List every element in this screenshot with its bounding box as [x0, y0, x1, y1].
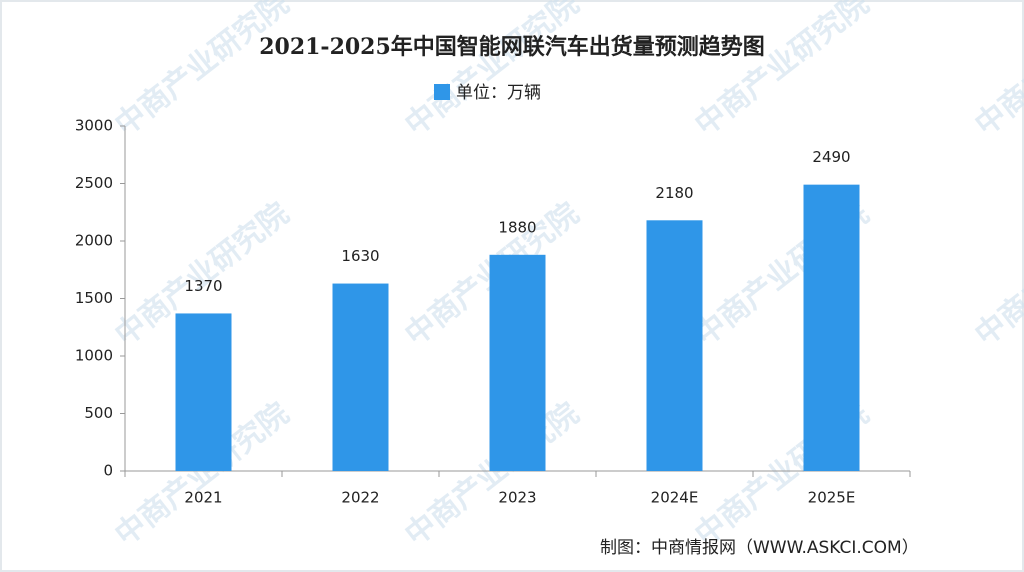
data-label: 2180	[655, 184, 693, 202]
bar	[489, 254, 546, 471]
x-tick-label: 2024E	[651, 489, 699, 507]
y-tick-label: 2500	[75, 174, 113, 192]
y-tick-label: 0	[103, 462, 113, 480]
source: 制图：中商情报网（WWW.ASKCI.COM）	[600, 538, 919, 558]
bar	[175, 313, 232, 471]
data-label: 1630	[341, 247, 379, 265]
y-tick-label: 3000	[75, 117, 113, 135]
x-tick-label: 2021	[184, 489, 222, 507]
bar	[803, 184, 860, 471]
bar	[646, 220, 703, 471]
data-label: 1880	[498, 218, 536, 236]
y-tick-label: 2000	[75, 232, 113, 250]
y-tick-label: 1000	[75, 347, 113, 365]
data-label: 2490	[812, 148, 850, 166]
x-tick-label: 2022	[341, 489, 379, 507]
legend-swatch	[434, 84, 450, 100]
bar	[332, 283, 389, 471]
y-tick-label: 1500	[75, 289, 113, 307]
chart-title: 2021-2025年中国智能网联汽车出货量预测趋势图	[259, 34, 765, 60]
y-tick-label: 500	[84, 404, 113, 422]
data-label: 1370	[184, 277, 222, 295]
legend-label: 单位：万辆	[456, 83, 541, 103]
x-tick-label: 2025E	[808, 489, 856, 507]
x-tick-label: 2023	[498, 489, 536, 507]
